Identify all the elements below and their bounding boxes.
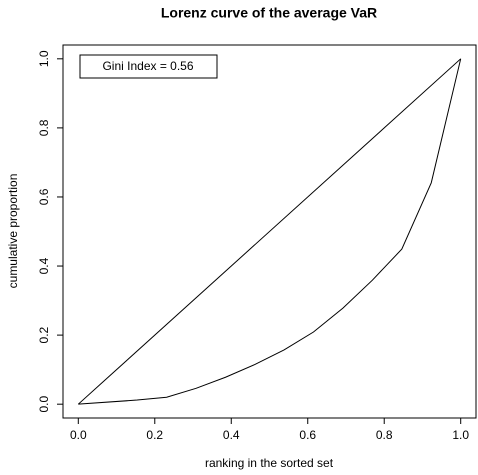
x-tick-label: 0.2 (146, 428, 163, 442)
plot-frame (62, 44, 477, 419)
y-tick-label: 1.0 (37, 50, 51, 67)
x-tick-label: 0.8 (376, 428, 393, 442)
x-tick-label: 0.0 (70, 428, 87, 442)
x-axis-label: ranking in the sorted set (205, 456, 334, 470)
curve (78, 58, 462, 405)
annotation: Gini Index = 0.56 (102, 59, 193, 73)
annotation-box (79, 54, 218, 79)
y-tick-label: 0.2 (37, 326, 51, 343)
x-tick-label: 0.4 (223, 428, 240, 442)
chart-title: Lorenz curve of the average VaR (161, 5, 377, 21)
x-tick-label: 1.0 (452, 428, 469, 442)
y-tick-label: 0.4 (37, 257, 51, 274)
y-tick-label: 0.0 (37, 396, 51, 413)
curve (77, 58, 462, 405)
y-axis-label: cumulative proportion (6, 174, 20, 289)
x-tick-label: 0.6 (299, 428, 316, 442)
y-tick-label: 0.6 (37, 188, 51, 205)
y-tick-label: 0.8 (37, 119, 51, 136)
